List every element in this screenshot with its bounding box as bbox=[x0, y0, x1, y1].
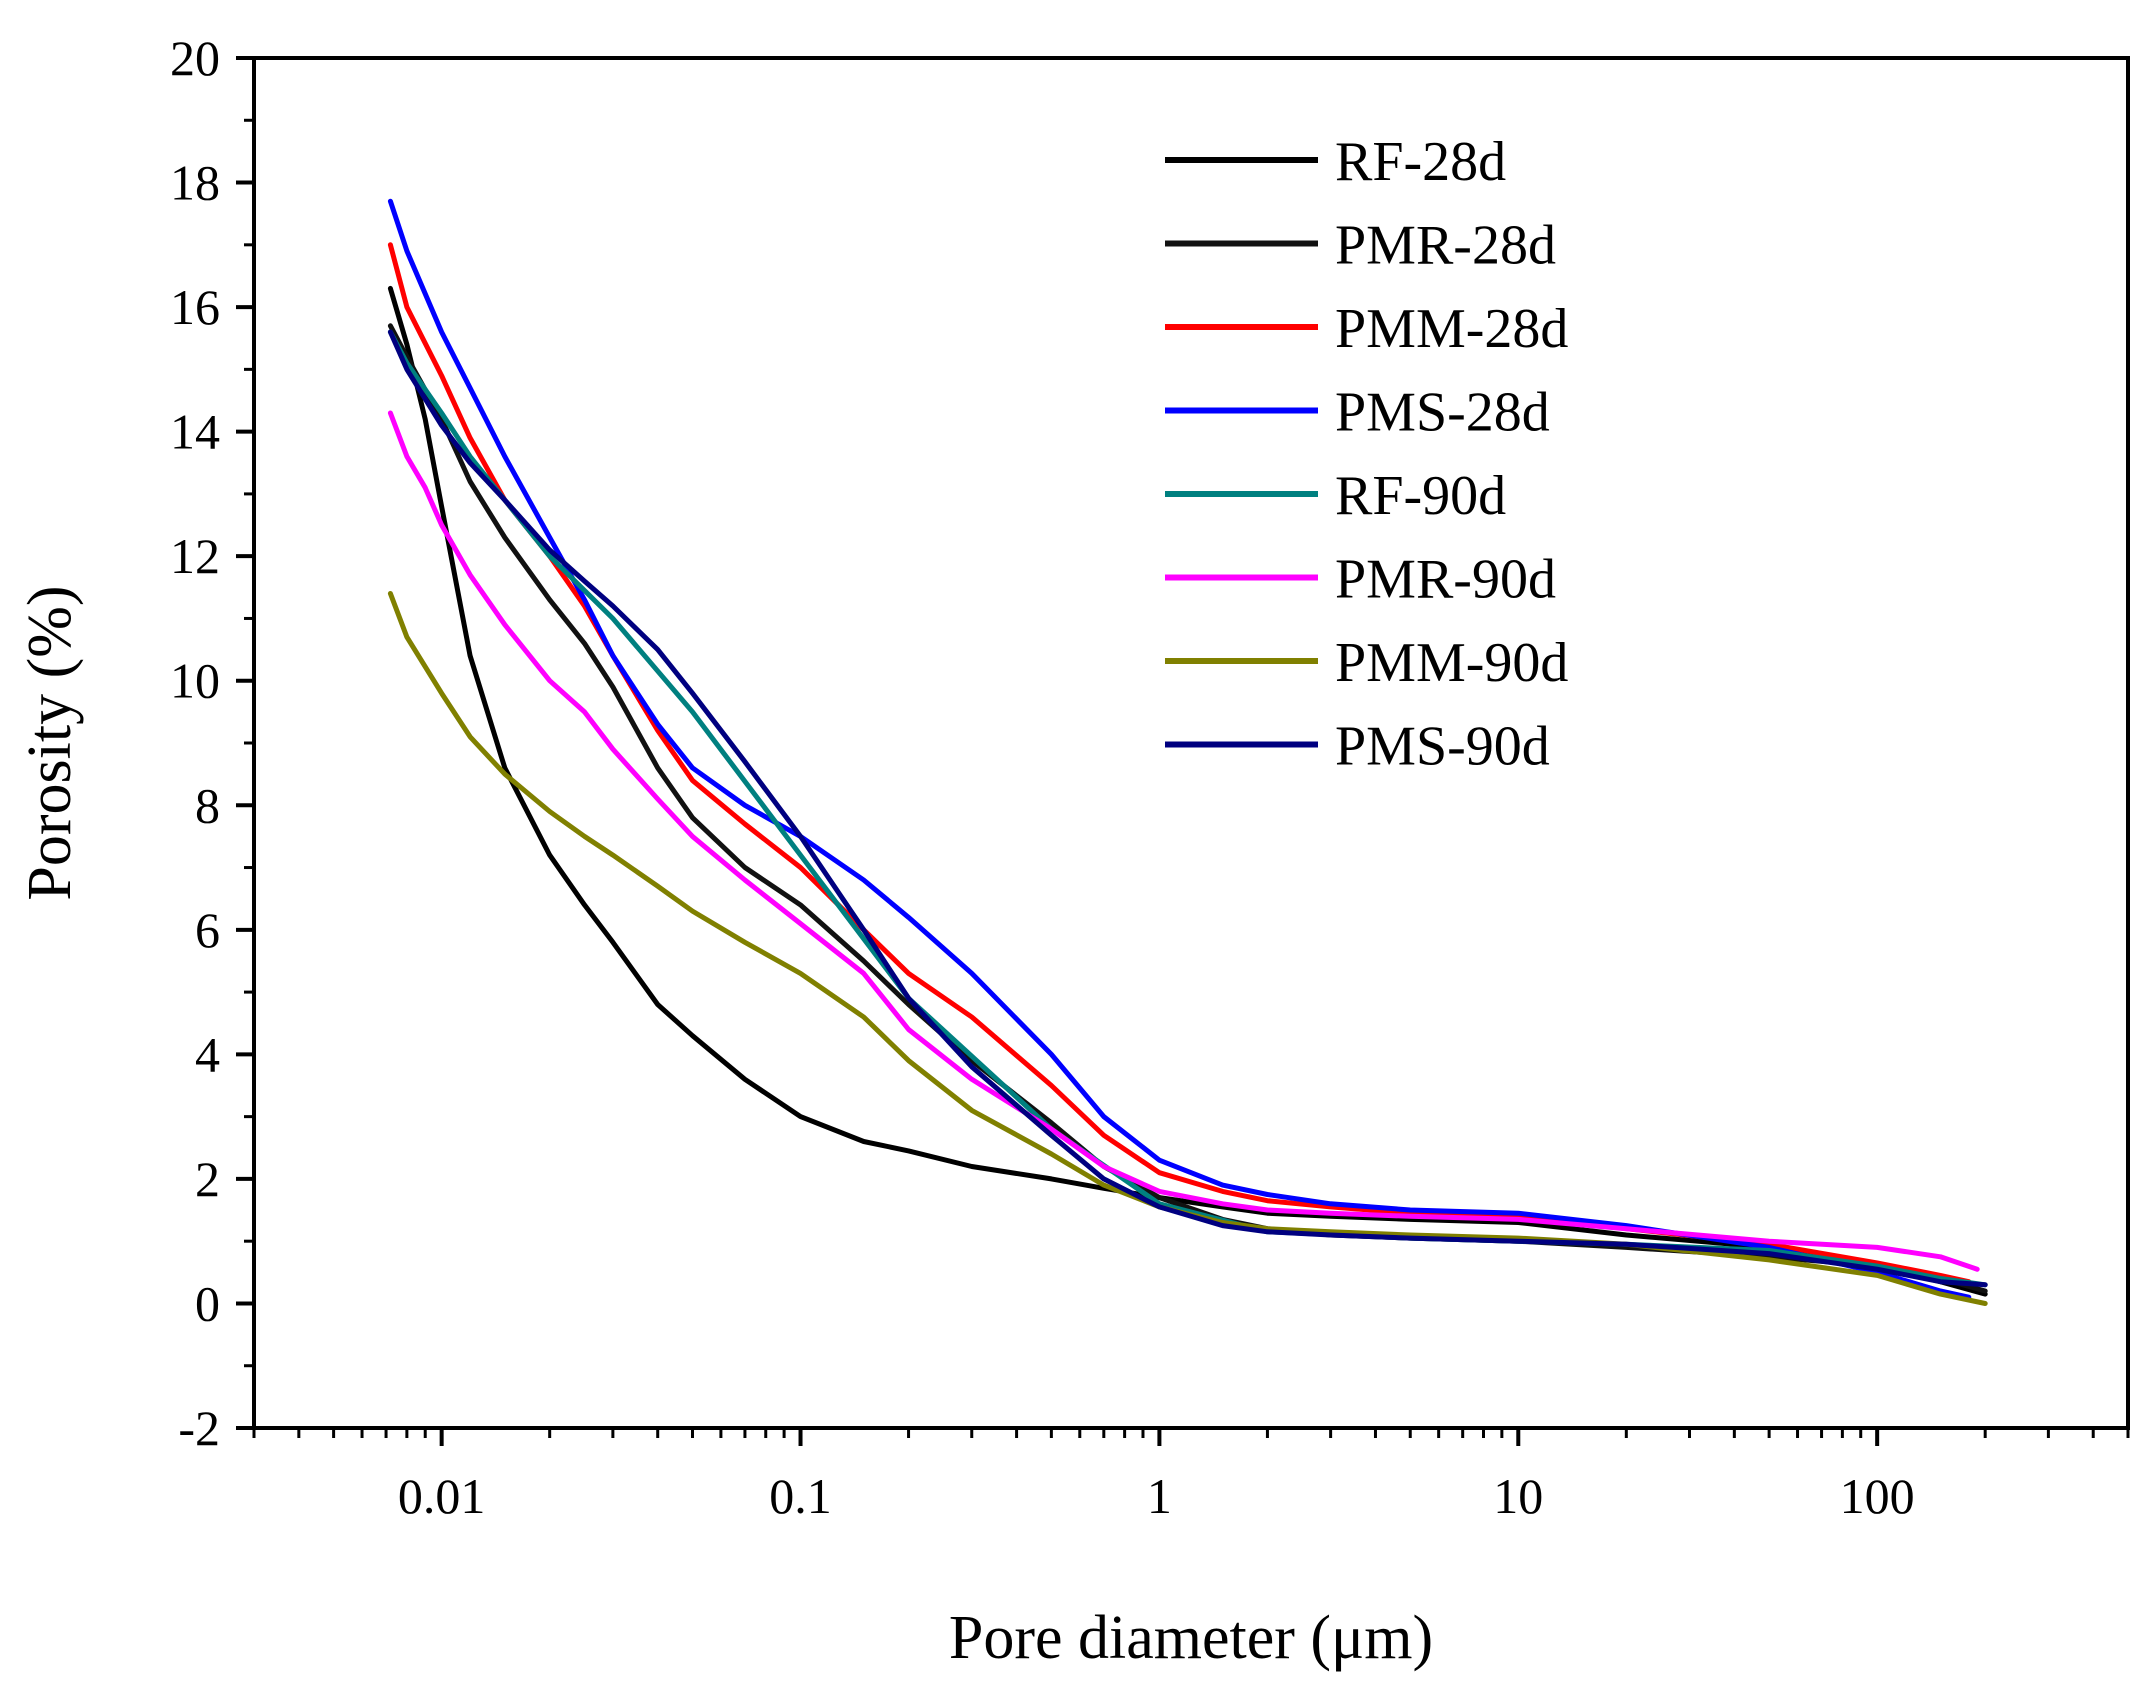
y-tick-label: 2 bbox=[195, 1151, 220, 1207]
x-axis-title: Pore diameter (μm) bbox=[949, 1604, 1433, 1672]
legend-label-pmr-90d: PMR-90d bbox=[1335, 549, 1556, 611]
series-line-pms-90d bbox=[387, 329, 1988, 1288]
x-tick-label: 0.1 bbox=[769, 1468, 832, 1524]
legend-label-pms-90d: PMS-90d bbox=[1335, 716, 1550, 778]
axis-layer: -2 0 2 4 6 8 10 12 14 16 18 20 0.01 0.1 1 10 100 bbox=[170, 30, 2130, 1524]
y-tick-label: 20 bbox=[170, 30, 220, 86]
y-tick-label: 12 bbox=[170, 528, 220, 584]
y-tick-label: 16 bbox=[170, 279, 220, 335]
legend-label-pmm-90d: PMM-90d bbox=[1335, 632, 1568, 694]
series-line-pmr-90d bbox=[387, 410, 1980, 1272]
legend-label-rf-90d: RF-90d bbox=[1335, 465, 1506, 527]
legend-label-pmr-28d: PMR-28d bbox=[1335, 215, 1556, 277]
y-tick-label: 18 bbox=[170, 155, 220, 211]
y-tick-label: 6 bbox=[195, 902, 220, 958]
series-line-rf-28d bbox=[387, 285, 1988, 1297]
y-tick-label: 0 bbox=[195, 1275, 220, 1331]
series-layer bbox=[387, 198, 1988, 1306]
legend: RF-28d PMR-28d PMM-28d PMS-28d RF-90d PMR-90d… bbox=[1165, 131, 1568, 778]
legend-label-pms-28d: PMS-28d bbox=[1335, 382, 1550, 444]
x-tick-label: 0.01 bbox=[398, 1468, 486, 1524]
y-tick-label: 10 bbox=[170, 653, 220, 709]
x-tick-label: 1 bbox=[1147, 1468, 1172, 1524]
y-tick-label: -2 bbox=[178, 1400, 220, 1456]
x-tick-label: 100 bbox=[1840, 1468, 1915, 1524]
series-line-pms-28d bbox=[387, 198, 1972, 1300]
y-tick-label: 8 bbox=[195, 777, 220, 833]
x-tick-label: 10 bbox=[1493, 1468, 1543, 1524]
legend-label-rf-28d: RF-28d bbox=[1335, 131, 1506, 193]
y-axis-title: Porosity (%) bbox=[16, 585, 84, 900]
legend-label-pmm-28d: PMM-28d bbox=[1335, 298, 1568, 360]
y-tick-label: 4 bbox=[195, 1026, 220, 1082]
series-line-rf-90d bbox=[387, 329, 1988, 1288]
y-tick-label: 14 bbox=[170, 404, 220, 460]
